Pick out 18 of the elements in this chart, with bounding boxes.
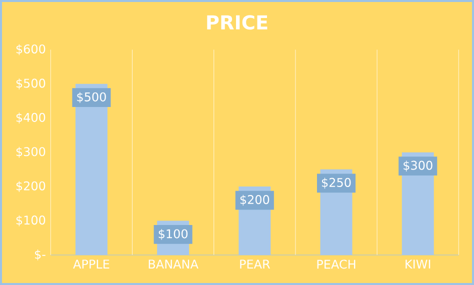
y-tick-label: $200	[16, 181, 46, 192]
x-tick-label: APPLE	[73, 260, 110, 268]
y-tick-label: $-	[35, 250, 46, 260]
x-tick-label: KIWI	[406, 260, 430, 268]
chart-title: PRICE	[207, 15, 268, 30]
y-tick-label: $100	[16, 215, 46, 226]
y-tick-label: $400	[16, 112, 46, 124]
data-label: $250	[322, 178, 351, 189]
y-tick-label: $300	[16, 146, 46, 158]
data-label: $200	[240, 194, 270, 206]
data-label: $300	[404, 160, 432, 172]
x-tick-label: PEAR	[240, 260, 270, 268]
x-tick-label: BANANA	[148, 260, 198, 268]
y-tick-label: $600	[16, 44, 46, 56]
x-tick-label: PEACH	[317, 260, 356, 269]
data-label: $100	[158, 229, 188, 240]
data-label: $500	[77, 92, 106, 104]
y-tick-label: $500	[16, 78, 46, 90]
